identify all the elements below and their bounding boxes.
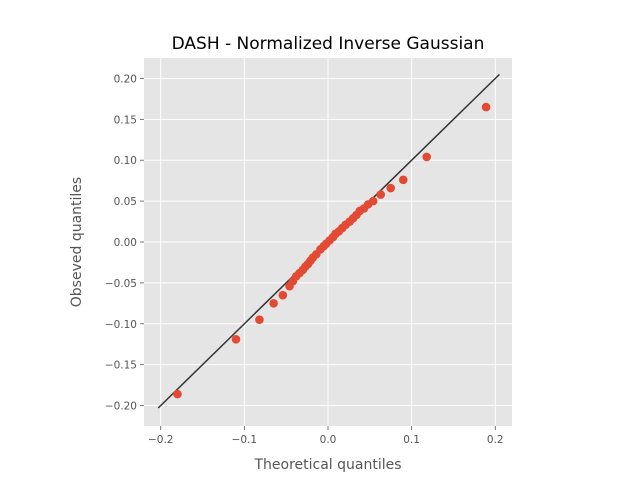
data-point (422, 152, 431, 162)
x-tick-label: −0.1 (232, 434, 258, 446)
data-point (255, 315, 264, 324)
y-tick-label: −0.05 (105, 278, 137, 290)
data-point (376, 190, 385, 199)
x-tick-label: −0.2 (148, 434, 174, 446)
x-tick-label: 0.0 (320, 434, 337, 446)
chart-title: DASH - Normalized Inverse Gaussian (172, 34, 485, 54)
y-tick-label: 0.05 (114, 196, 137, 208)
points-layer (173, 102, 491, 399)
y-tick-label: −0.20 (105, 401, 137, 413)
data-point (368, 196, 378, 206)
x-tick-label: 0.1 (403, 434, 420, 446)
data-point (231, 335, 241, 344)
y-tick-label: 0.20 (114, 73, 137, 85)
data-point (398, 175, 408, 185)
y-tick-label: 0.00 (114, 237, 137, 249)
y-tick-label: 0.15 (114, 114, 137, 126)
data-point (173, 389, 182, 399)
y-axis-label: Obseved quantiles (69, 177, 85, 307)
data-point (481, 102, 491, 112)
data-point (269, 299, 278, 308)
y-tick-label: −0.15 (105, 360, 137, 372)
x-axis-label: Theoretical quantiles (253, 457, 401, 473)
data-point (386, 183, 396, 193)
x-tick-label: 0.2 (487, 434, 504, 446)
y-tick-label: −0.10 (105, 319, 137, 331)
data-point (278, 290, 288, 300)
y-tick-label: 0.10 (114, 155, 137, 167)
ticks-layer: −0.2 −0.1 0.0 0.1 0.2 −0.20 −0.15 −0.10 −0.05 0.0… (105, 73, 504, 446)
